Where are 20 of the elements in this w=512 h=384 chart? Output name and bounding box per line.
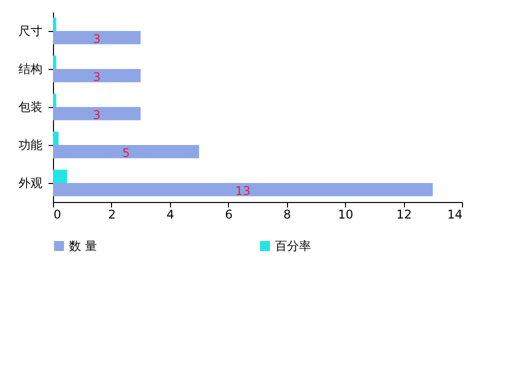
y-tick-label: 包装 <box>18 100 42 114</box>
data-label: 13 <box>235 184 251 198</box>
y-tick-label: 结构 <box>18 62 42 76</box>
data-label: 3 <box>93 108 101 122</box>
x-tick-label: 0 <box>54 208 62 222</box>
legend-label: 数 量 <box>69 239 97 253</box>
legend-label: 百分率 <box>275 239 311 253</box>
x-tick-label: 6 <box>224 208 233 222</box>
data-label: 3 <box>93 32 101 46</box>
y-tick-label: 外观 <box>18 176 42 190</box>
y-tick-label: 功能 <box>18 138 42 152</box>
x-tick-label: 10 <box>338 208 354 222</box>
data-label: 5 <box>122 146 130 160</box>
x-tick-label: 12 <box>396 208 412 222</box>
x-tick-label: 14 <box>447 208 462 222</box>
x-tick-label: 8 <box>283 208 292 222</box>
x-tick-label: 4 <box>166 208 174 222</box>
x-tick-label: 2 <box>108 208 116 222</box>
data-label: 3 <box>93 70 101 84</box>
y-tick-label: 尺寸 <box>18 24 42 38</box>
